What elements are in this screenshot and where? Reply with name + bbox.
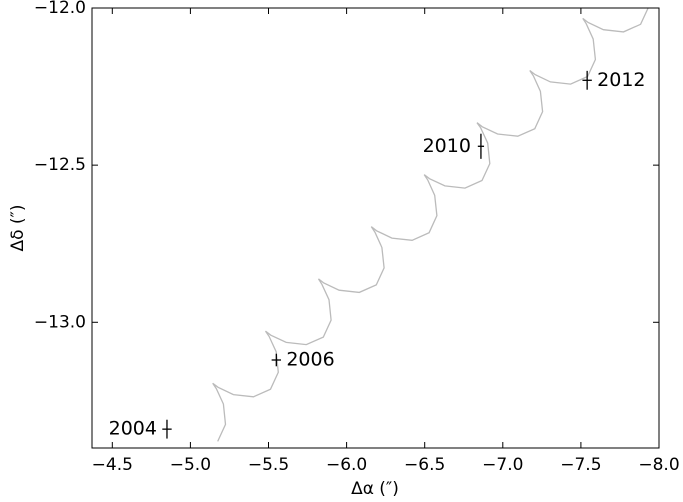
trajectory	[212, 8, 649, 442]
x-tick-label: −8.0	[638, 455, 679, 475]
data-point: 2010	[423, 133, 485, 159]
x-tick-label: −7.0	[482, 455, 523, 475]
x-tick-label: −4.5	[92, 455, 133, 475]
y-tick-label: −12.5	[34, 155, 86, 175]
data-point: 2006	[271, 349, 335, 371]
plot-frame	[91, 7, 660, 449]
point-label: 2006	[286, 349, 334, 371]
x-tick-label: −7.5	[560, 455, 601, 475]
data-point: 2012	[582, 69, 646, 91]
x-tick-label: −6.0	[326, 455, 367, 475]
x-tick-label: −6.5	[404, 455, 445, 475]
data-point: 2004	[109, 418, 172, 440]
y-tick-label: −12.0	[34, 0, 86, 18]
point-label: 2010	[423, 135, 471, 157]
point-label: 2012	[597, 69, 645, 91]
x-axis-label: Δα (″)	[351, 479, 399, 499]
x-tick-label: −5.5	[248, 455, 289, 475]
y-tick-label: −13.0	[34, 312, 86, 332]
x-tick-label: −5.0	[170, 455, 211, 475]
point-label: 2004	[109, 418, 157, 440]
y-axis-label: Δδ (″)	[8, 204, 28, 251]
